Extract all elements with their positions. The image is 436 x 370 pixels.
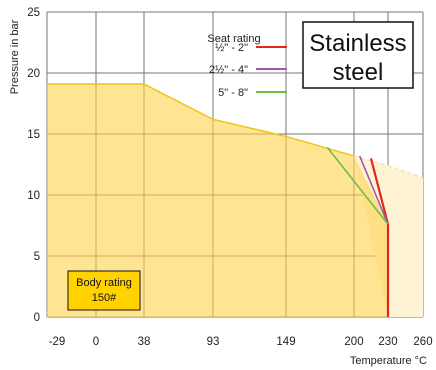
legend: Seat rating ½" - 2" 2½" - 4" 5" - 8" [207, 33, 287, 99]
y-tick-label: 20 [27, 68, 40, 80]
legend-label: ½" - 2" [215, 42, 248, 54]
y-tick-label: 25 [27, 7, 40, 19]
x-axis-label: Temperature °C [350, 355, 427, 367]
y-tick-label: 10 [27, 190, 40, 202]
body-rating-badge-frame [67, 270, 141, 311]
y-tick-label: 15 [27, 129, 40, 141]
material-box: Stainless steel [302, 21, 414, 89]
legend-title: Seat rating [207, 33, 260, 45]
material-line1: Stainless [309, 30, 406, 57]
x-tick-label: 93 [207, 336, 220, 348]
seat-rating-line-2 [358, 155, 389, 225]
y-axis-label: Pressure in bar [9, 19, 21, 94]
seat-rating-line-3 [326, 146, 389, 225]
body-rating-label-line2: 150# [92, 292, 117, 304]
x-tick-label: 260 [413, 336, 432, 348]
material-box-frame [302, 21, 414, 89]
body-rating-area [47, 83, 388, 317]
x-tick-label: 200 [344, 336, 363, 348]
y-tick-label: 5 [34, 251, 40, 263]
y-tick-label: 0 [34, 312, 40, 324]
x-tick-label: -29 [49, 336, 66, 348]
body-rating-badge: Body rating 150# [67, 270, 141, 311]
x-tick-labels: -29 0 38 93 149 200 230 260 [49, 336, 433, 348]
x-tick-label: 0 [93, 336, 99, 348]
material-line2: steel [333, 59, 384, 86]
legend-label: 5" - 8" [218, 87, 248, 99]
body-rating-label-line1: Body rating [76, 277, 132, 289]
legend-label: 2½" - 4" [209, 64, 248, 76]
rating-lines [47, 83, 424, 317]
body-rating-line [47, 83, 355, 157]
body-rating-extension-line [353, 155, 424, 179]
x-tick-label: 38 [138, 336, 151, 348]
x-tick-label: 149 [276, 336, 295, 348]
x-tick-label: 230 [378, 336, 397, 348]
y-tick-labels: 0 5 10 15 20 25 [27, 7, 40, 324]
